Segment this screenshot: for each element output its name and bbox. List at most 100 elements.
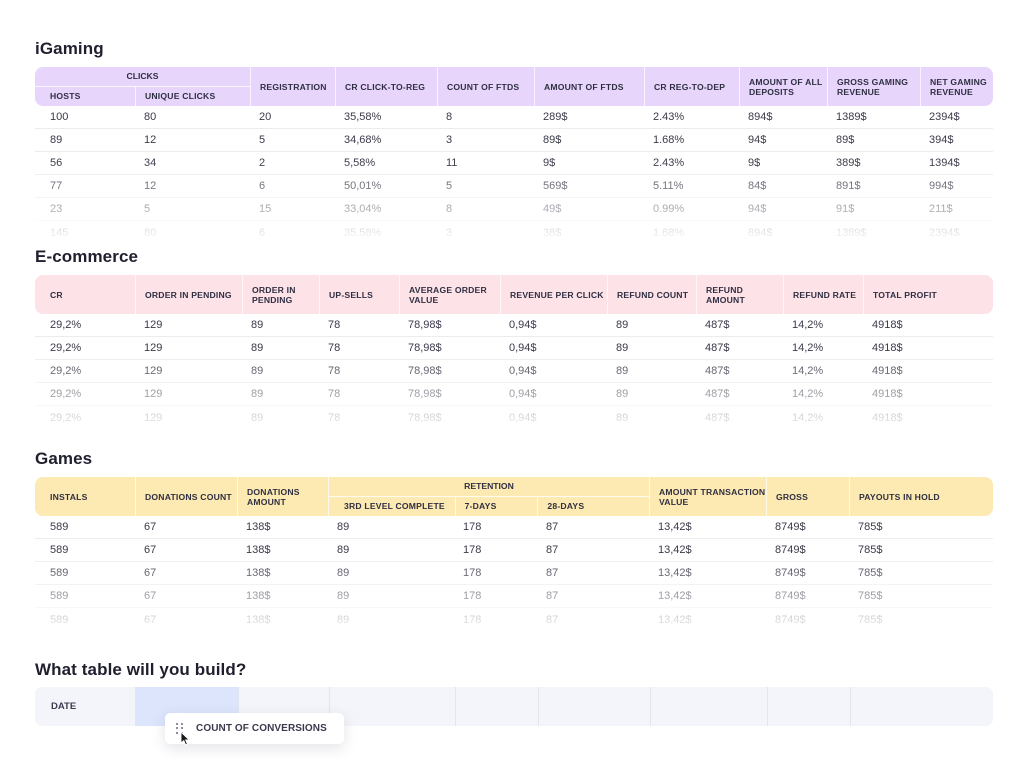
col-average-order-value[interactable]: AVERAGE ORDER VALUE bbox=[399, 275, 500, 314]
table-cell: 211$ bbox=[929, 203, 953, 215]
table-cell: 13,42$ bbox=[658, 521, 692, 533]
col-unique-clicks[interactable]: UNIQUE CLICKS bbox=[135, 86, 250, 106]
col-gross-gaming-revenue[interactable]: GROSS GAMING REVENUE bbox=[827, 67, 920, 106]
table-cell: 38$ bbox=[543, 226, 562, 237]
table-cell: 67 bbox=[144, 567, 157, 579]
table-cell: 89 bbox=[251, 411, 264, 424]
table-cell: 2.43% bbox=[653, 111, 685, 123]
table-cell: 15 bbox=[259, 203, 272, 215]
table-cell: 0,94$ bbox=[509, 411, 537, 424]
table-cell: 9$ bbox=[543, 157, 556, 169]
col-payouts-in-hold[interactable]: PAYOUTS IN HOLD bbox=[849, 477, 993, 516]
table-cell: 89$ bbox=[543, 134, 562, 146]
col-28-days[interactable]: 28-DAYS bbox=[537, 496, 649, 516]
col-gross[interactable]: GROSS bbox=[766, 477, 849, 516]
col-net-gaming-revenue[interactable]: NET GAMING REVENUE bbox=[920, 67, 993, 106]
table-cell: 56 bbox=[50, 157, 63, 169]
table-cell: 589 bbox=[50, 567, 69, 579]
table-row: 589 67 138$ 89 178 87 13,42$ 8749$ 785$ bbox=[35, 539, 993, 562]
col-refund-count[interactable]: REFUND COUNT bbox=[607, 275, 696, 314]
table-cell: 91$ bbox=[836, 203, 855, 215]
table-cell: 67 bbox=[144, 544, 157, 556]
table-cell: 8749$ bbox=[775, 613, 806, 626]
col-refund-rate[interactable]: REFUND RATE bbox=[783, 275, 863, 314]
col-cr-click-to-reg[interactable]: CR CLICK-TO-REG bbox=[335, 67, 437, 106]
table-cell: 8 bbox=[446, 111, 453, 123]
table-cell: 87 bbox=[546, 567, 559, 579]
table-cell: 487$ bbox=[705, 342, 730, 354]
builder-empty-column[interactable] bbox=[850, 687, 993, 726]
builder-date-column[interactable]: DATE bbox=[35, 687, 135, 726]
table-cell: 78,98$ bbox=[408, 388, 442, 400]
table-cell: 138$ bbox=[246, 590, 271, 602]
table-cell: 129 bbox=[144, 342, 163, 354]
col-registration[interactable]: REGISTRATION bbox=[250, 67, 335, 106]
col-up-sells[interactable]: UP-SELLS bbox=[319, 275, 399, 314]
table-cell: 129 bbox=[144, 388, 163, 400]
builder-empty-column[interactable] bbox=[329, 687, 455, 726]
builder-empty-column[interactable] bbox=[767, 687, 850, 726]
table-cell: 1.68% bbox=[653, 134, 685, 146]
table-cell: 2394$ bbox=[929, 226, 960, 237]
table-cell: 894$ bbox=[748, 226, 773, 237]
col-revenue-per-click[interactable]: REVENUE PER CLICK bbox=[500, 275, 607, 314]
table-row: 29,2% 129 89 78 78,98$ 0,94$ 89 487$ 14,2% 4918$ bbox=[35, 360, 993, 383]
table-cell: 8749$ bbox=[775, 521, 806, 533]
table-cell: 13,42$ bbox=[658, 613, 692, 626]
col-order-in-pending-2[interactable]: ORDER IN PENDING bbox=[242, 275, 319, 314]
table-cell: 13,42$ bbox=[658, 590, 692, 602]
table-cell: 78,98$ bbox=[408, 319, 442, 331]
col-total-profit[interactable]: TOTAL PROFIT bbox=[863, 275, 993, 314]
table-cell: 8749$ bbox=[775, 544, 806, 556]
col-order-in-pending-1[interactable]: ORDER IN PENDING bbox=[135, 275, 242, 314]
table-cell: 29,2% bbox=[50, 365, 82, 377]
table-row: 589 67 138$ 89 178 87 13,42$ 8749$ 785$ bbox=[35, 608, 993, 629]
table-cell: 14,2% bbox=[792, 342, 824, 354]
table-cell: 8749$ bbox=[775, 567, 806, 579]
col-amount-of-ftds[interactable]: AMOUNT OF FTDS bbox=[534, 67, 644, 106]
col-refund-amount[interactable]: REFUND AMOUNT bbox=[696, 275, 783, 314]
table-row: 23 5 15 33,04% 8 49$ 0.99% 94$ 91$ 211$ bbox=[35, 198, 993, 221]
table-cell: 0.99% bbox=[653, 203, 685, 215]
col-cr[interactable]: CR bbox=[50, 289, 63, 300]
col-count-of-ftds[interactable]: COUNT OF FTDS bbox=[437, 67, 534, 106]
builder-empty-column[interactable] bbox=[650, 687, 767, 726]
table-cell: 1389$ bbox=[836, 226, 867, 237]
col-hosts[interactable]: HOSTS bbox=[50, 91, 81, 102]
table-cell: 2.43% bbox=[653, 157, 685, 169]
table-cell: 1394$ bbox=[929, 157, 960, 169]
table-cell: 589 bbox=[50, 521, 69, 533]
table-cell: 2394$ bbox=[929, 111, 960, 123]
table-row: 29,2% 129 89 78 78,98$ 0,94$ 89 487$ 14,2% 4918$ bbox=[35, 383, 993, 406]
col-donations-amount[interactable]: DONATIONS AMOUNT bbox=[237, 477, 328, 516]
table-cell: 138$ bbox=[246, 544, 271, 556]
table-row: 589 67 138$ 89 178 87 13,42$ 8749$ 785$ bbox=[35, 516, 993, 539]
table-cell: 785$ bbox=[858, 521, 883, 533]
table-cell: 29,2% bbox=[50, 342, 82, 354]
col-cr-reg-to-dep[interactable]: CR REG-TO-DEP bbox=[644, 67, 739, 106]
col-3rd-level-complete[interactable]: 3RD LEVEL COMPLETE bbox=[344, 501, 445, 512]
mouse-cursor-icon bbox=[180, 731, 191, 746]
table-cell: 29,2% bbox=[50, 411, 82, 424]
col-amount-transaction-value[interactable]: AMOUNT TRANSACTION VALUE bbox=[649, 477, 766, 516]
table-cell: 1389$ bbox=[836, 111, 867, 123]
table-cell: 178 bbox=[463, 590, 482, 602]
col-amount-of-all-deposits[interactable]: AMOUNT OF ALL DEPOSITS bbox=[739, 67, 827, 106]
col-donations-count[interactable]: DONATIONS COUNT bbox=[135, 477, 237, 516]
table-cell: 138$ bbox=[246, 521, 271, 533]
table-cell: 487$ bbox=[705, 319, 730, 331]
table-cell: 11 bbox=[446, 157, 458, 169]
table-cell: 178 bbox=[463, 544, 482, 556]
col-7-days[interactable]: 7-DAYS bbox=[454, 496, 538, 516]
count-of-conversions-chip[interactable]: COUNT OF CONVERSIONS bbox=[165, 713, 344, 744]
table-cell: 145 bbox=[50, 226, 69, 237]
table-cell: 785$ bbox=[858, 567, 883, 579]
table-cell: 89 bbox=[251, 365, 264, 377]
builder-empty-column[interactable] bbox=[238, 687, 329, 726]
table-cell: 14,2% bbox=[792, 388, 824, 400]
builder-empty-column[interactable] bbox=[538, 687, 650, 726]
table-cell: 35,58% bbox=[344, 226, 382, 237]
table-cell: 13,42$ bbox=[658, 544, 692, 556]
builder-empty-column[interactable] bbox=[455, 687, 538, 726]
col-instals[interactable]: INSTALS bbox=[50, 491, 88, 502]
